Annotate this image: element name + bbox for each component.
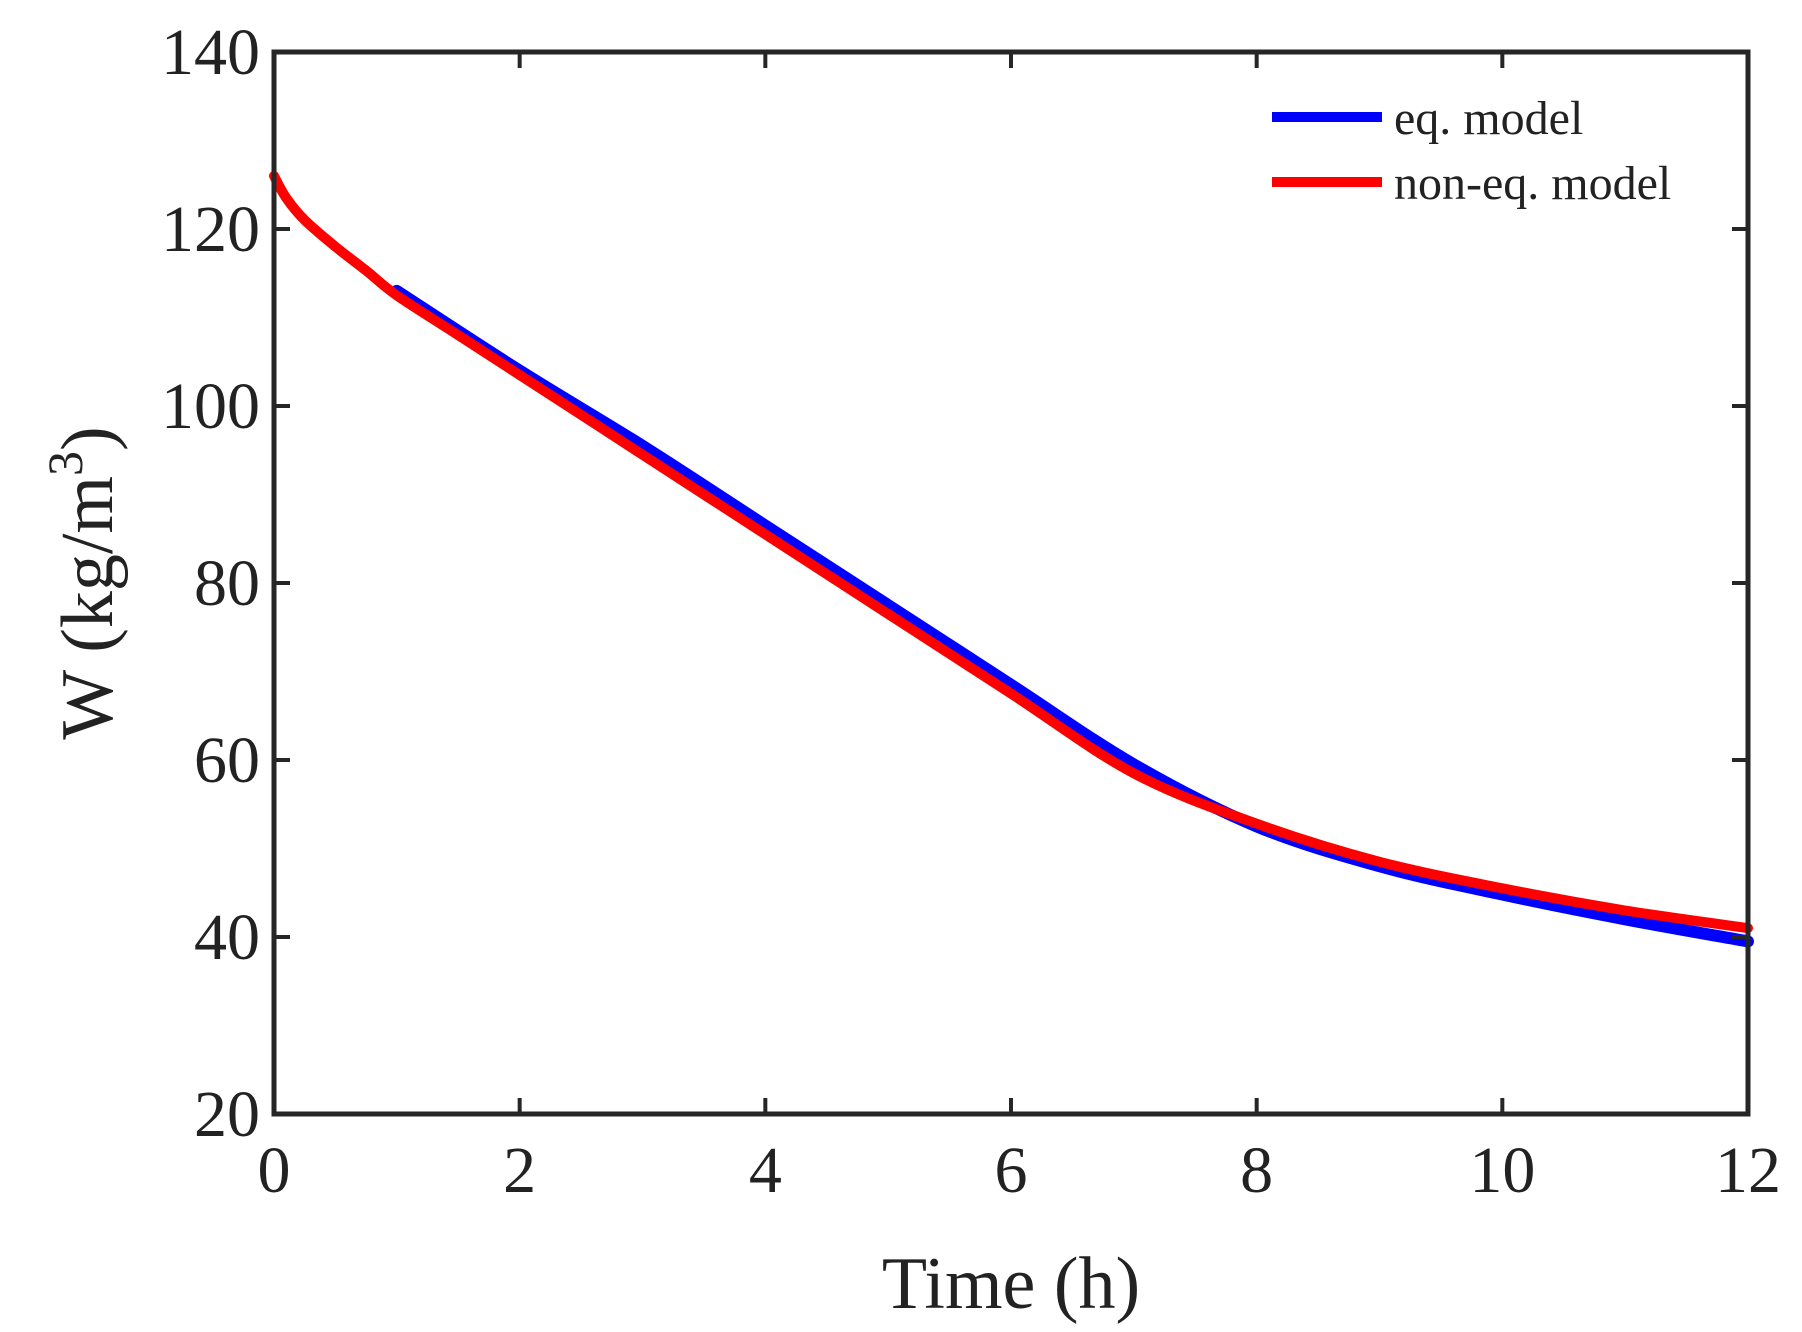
legend-label-non-eq-model: non-eq. model [1394, 157, 1671, 210]
x-tick-label: 8 [1240, 1134, 1273, 1207]
x-tick-label: 6 [995, 1134, 1028, 1207]
y-tick-label: 80 [194, 547, 260, 620]
y-tick-label: 60 [194, 724, 260, 797]
y-axis-title-main: W (kg/m [47, 476, 129, 740]
y-axis-title-close: ) [47, 426, 129, 451]
x-tick-label: 4 [749, 1134, 782, 1207]
y-axis-title-superscript: 3 [37, 451, 93, 476]
y-axis-title: W (kg/m3) [37, 426, 129, 739]
x-tick-label: 0 [258, 1134, 291, 1207]
y-tick-label: 120 [161, 193, 260, 266]
series-line-eq-model [390, 284, 1754, 948]
x-tick-label: 10 [1469, 1134, 1535, 1207]
series-layer [269, 170, 1754, 948]
series-line-non-eq-model [269, 170, 1753, 934]
y-tick-label: 100 [161, 370, 260, 443]
x-tick-label: 12 [1715, 1134, 1781, 1207]
y-tick-label: 20 [194, 1078, 260, 1151]
x-axis-title: Time (h) [882, 1243, 1140, 1325]
x-tick-label: 2 [503, 1134, 536, 1207]
legend-label-eq-model: eq. model [1394, 92, 1583, 145]
ticks-layer: 0 2 4 6 8 10 12 20 40 60 80 100 120 140 [161, 16, 1781, 1207]
y-tick-label: 140 [161, 16, 260, 89]
y-tick-label: 40 [194, 901, 260, 974]
legend: eq. model non-eq. model [1272, 92, 1671, 210]
